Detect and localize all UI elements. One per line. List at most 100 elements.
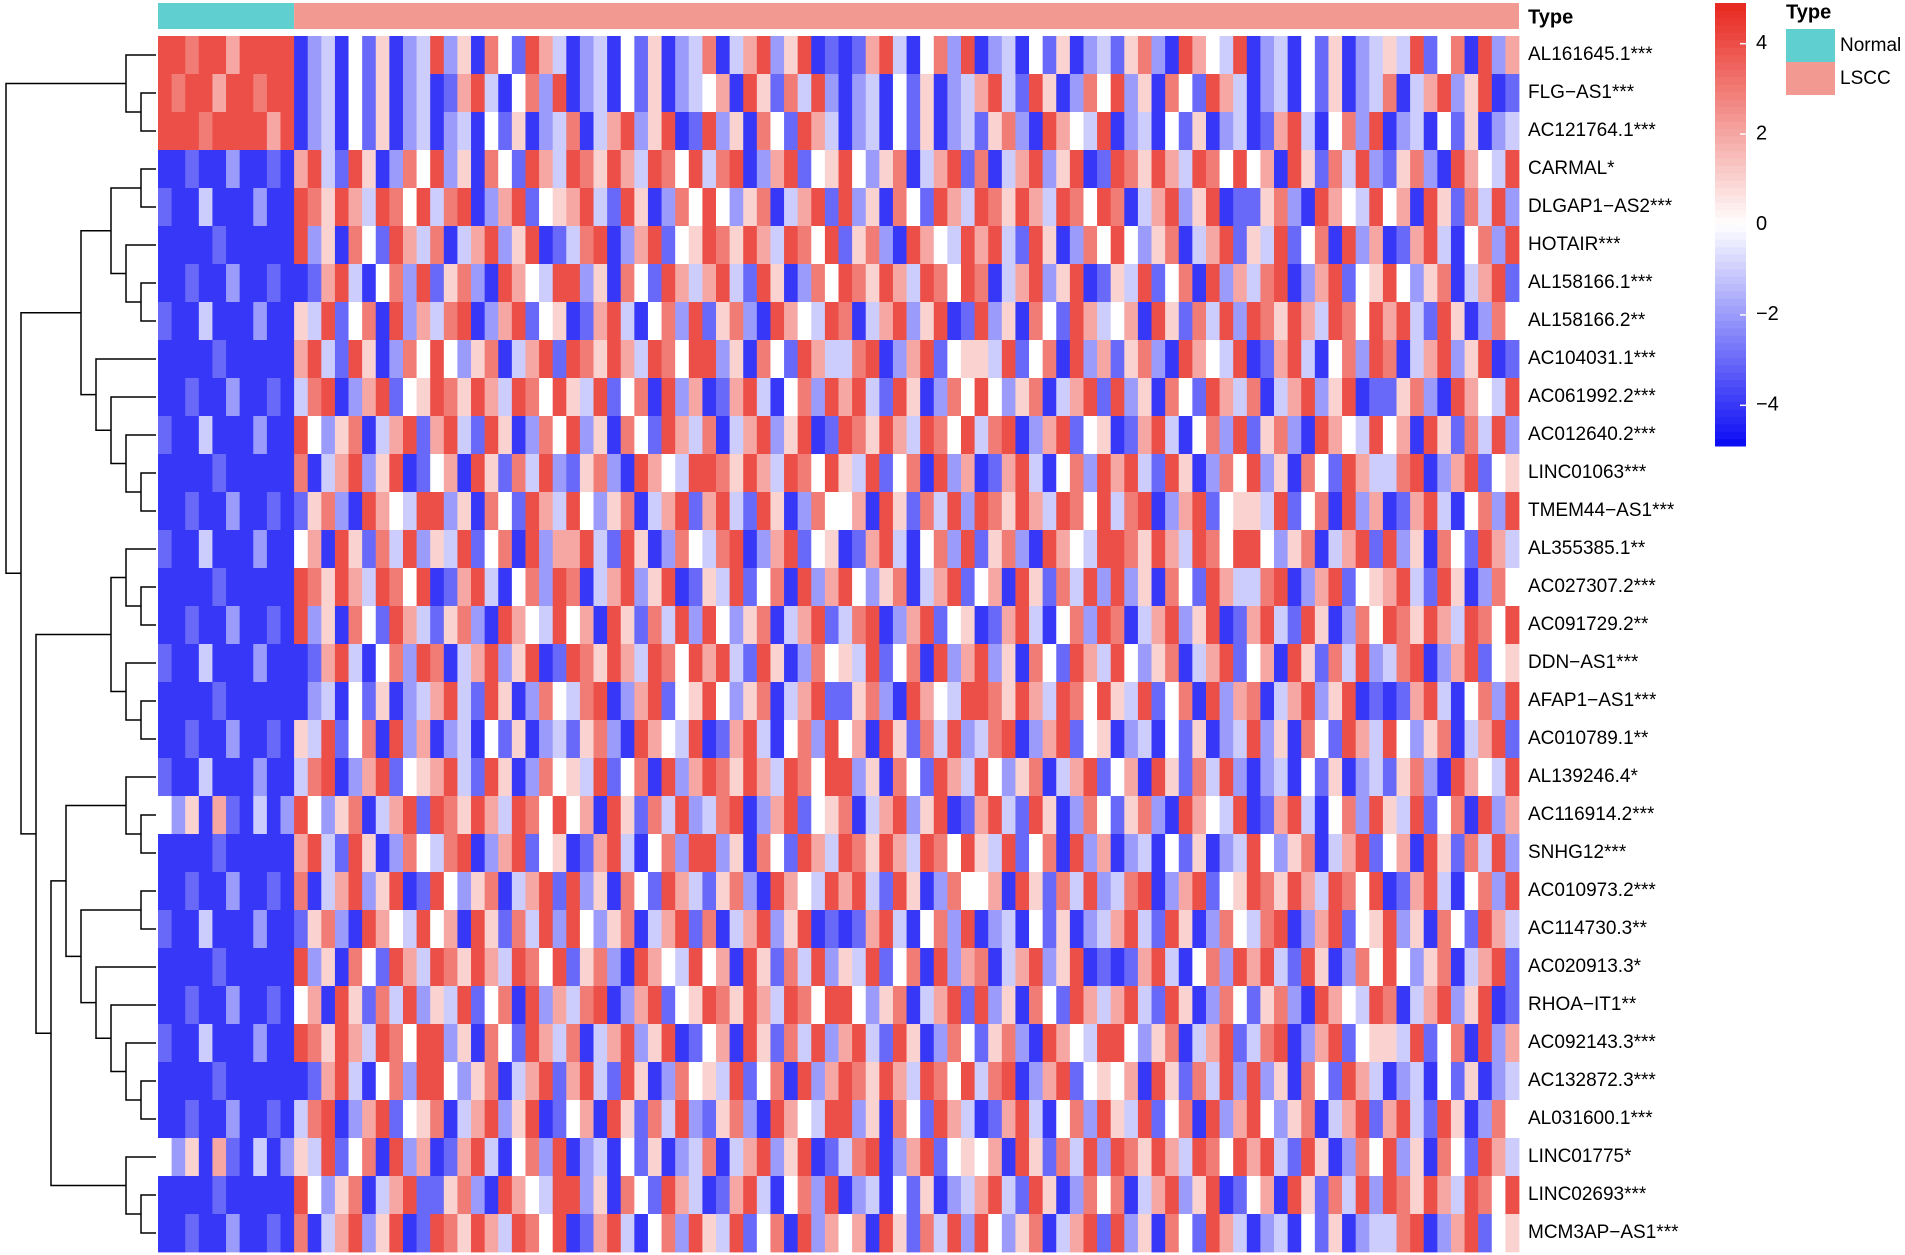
heatmap-cell bbox=[1124, 74, 1139, 113]
heatmap-cell bbox=[280, 150, 295, 189]
heatmap-cell bbox=[743, 264, 758, 303]
heatmap-cell bbox=[647, 1062, 662, 1101]
heatmap-cell bbox=[716, 872, 731, 911]
heatmap-cell bbox=[212, 492, 227, 531]
heatmap-cell bbox=[811, 492, 826, 531]
heatmap-cell bbox=[239, 720, 254, 759]
heatmap-cell bbox=[797, 948, 812, 987]
heatmap-cell bbox=[1382, 1138, 1397, 1177]
heatmap-cell bbox=[1178, 986, 1193, 1025]
heatmap-cell bbox=[797, 720, 812, 759]
heatmap-cell bbox=[1287, 1214, 1302, 1253]
heatmap-cell bbox=[1328, 834, 1343, 873]
heatmap-cell bbox=[688, 302, 703, 341]
heatmap-cell bbox=[661, 264, 676, 303]
heatmap-cell bbox=[1219, 36, 1234, 75]
heatmap-cell bbox=[634, 264, 649, 303]
heatmap-cell bbox=[852, 758, 867, 797]
heatmap-cell bbox=[294, 1138, 309, 1177]
heatmap-cell bbox=[892, 188, 907, 227]
heatmap-cell bbox=[661, 834, 676, 873]
heatmap-cell bbox=[1069, 1138, 1084, 1177]
heatmap-cell bbox=[1410, 986, 1425, 1025]
heatmap-cell bbox=[1274, 986, 1289, 1025]
heatmap-cell bbox=[852, 530, 867, 569]
heatmap-cell bbox=[1151, 986, 1166, 1025]
heatmap-cell bbox=[906, 264, 921, 303]
heatmap-cell bbox=[158, 644, 173, 683]
heatmap-cell bbox=[1450, 112, 1465, 151]
heatmap-cell bbox=[865, 796, 880, 835]
heatmap-cell bbox=[1192, 1024, 1207, 1063]
heatmap-cell bbox=[879, 188, 894, 227]
heatmap-cell bbox=[729, 530, 744, 569]
heatmap-cell bbox=[1137, 188, 1152, 227]
heatmap-cell bbox=[198, 606, 213, 645]
heatmap-cell bbox=[212, 1176, 227, 1215]
heatmap-cell bbox=[988, 112, 1003, 151]
heatmap-cell bbox=[1355, 948, 1370, 987]
heatmap-cell bbox=[348, 910, 363, 949]
heatmap-cell bbox=[539, 340, 554, 379]
heatmap-cell bbox=[280, 568, 295, 607]
heatmap-cell bbox=[348, 568, 363, 607]
heatmap-cell bbox=[402, 872, 417, 911]
heatmap-cell bbox=[375, 948, 390, 987]
heatmap-cell bbox=[1001, 112, 1016, 151]
heatmap-cell bbox=[566, 1100, 581, 1139]
heatmap-cell bbox=[675, 1024, 690, 1063]
heatmap-cell bbox=[1491, 226, 1506, 265]
heatmap-cell bbox=[280, 872, 295, 911]
heatmap-cell bbox=[797, 530, 812, 569]
heatmap-cell bbox=[824, 948, 839, 987]
heatmap-cell bbox=[988, 74, 1003, 113]
heatmap-cell bbox=[661, 378, 676, 417]
heatmap-cell bbox=[1355, 682, 1370, 721]
row-label: DLGAP1−AS2*** bbox=[1528, 196, 1673, 217]
heatmap-cell bbox=[1382, 948, 1397, 987]
heatmap-cell bbox=[1505, 112, 1520, 151]
heatmap-cell bbox=[1355, 302, 1370, 341]
heatmap-cell bbox=[838, 1062, 853, 1101]
heatmap-cell bbox=[1178, 682, 1193, 721]
heatmap-cell bbox=[661, 302, 676, 341]
heatmap-cell bbox=[1342, 872, 1357, 911]
heatmap-cell bbox=[226, 150, 241, 189]
heatmap-cell bbox=[729, 910, 744, 949]
heatmap-cell bbox=[1151, 1176, 1166, 1215]
heatmap-cell bbox=[443, 378, 458, 417]
heatmap-cell bbox=[239, 112, 254, 151]
heatmap-cell bbox=[239, 1176, 254, 1215]
heatmap-cell bbox=[892, 378, 907, 417]
heatmap-cell bbox=[402, 796, 417, 835]
heatmap-cell bbox=[607, 378, 622, 417]
heatmap-cell bbox=[1260, 264, 1275, 303]
heatmap-cell bbox=[1396, 986, 1411, 1025]
heatmap-cell bbox=[511, 150, 526, 189]
heatmap-cell bbox=[253, 150, 268, 189]
heatmap-cell bbox=[498, 1100, 513, 1139]
heatmap-cell bbox=[1056, 530, 1071, 569]
heatmap-cell bbox=[1124, 454, 1139, 493]
heatmap-cell bbox=[198, 986, 213, 1025]
heatmap-cell bbox=[1342, 530, 1357, 569]
heatmap-cell bbox=[280, 606, 295, 645]
heatmap-cell bbox=[525, 758, 540, 797]
heatmap-cell bbox=[1097, 1176, 1112, 1215]
heatmap-cell bbox=[1287, 682, 1302, 721]
heatmap-cell bbox=[1097, 492, 1112, 531]
heatmap-cell bbox=[811, 682, 826, 721]
heatmap-cell bbox=[675, 492, 690, 531]
heatmap-cell bbox=[1097, 606, 1112, 645]
heatmap-cell bbox=[525, 188, 540, 227]
heatmap-cell bbox=[1097, 568, 1112, 607]
colorbar-segment bbox=[1715, 209, 1746, 218]
heatmap-cell bbox=[579, 644, 594, 683]
heatmap-cell bbox=[824, 606, 839, 645]
heatmap-cell bbox=[239, 872, 254, 911]
heatmap-cell bbox=[1314, 872, 1329, 911]
heatmap-cell bbox=[1069, 74, 1084, 113]
heatmap-cell bbox=[797, 834, 812, 873]
heatmap-cell bbox=[1437, 1024, 1452, 1063]
colorbar-segment bbox=[1715, 276, 1746, 285]
